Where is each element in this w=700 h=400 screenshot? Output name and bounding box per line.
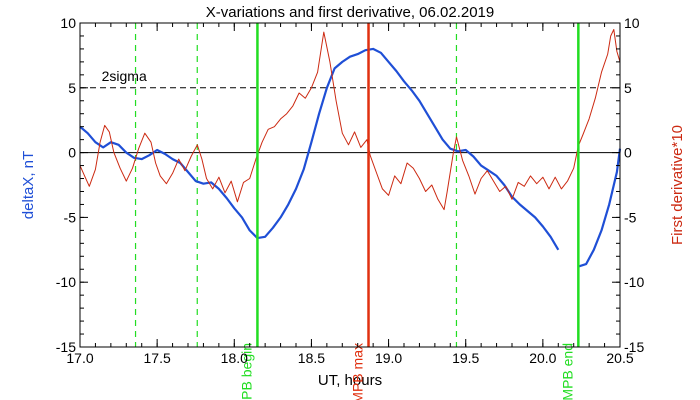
mpb-marker-label: MPB begin xyxy=(238,343,254,400)
x-tick-label: 19.0 xyxy=(375,350,402,366)
x-tick-label: 20.5 xyxy=(606,350,633,366)
reference-lines: 2sigma xyxy=(80,23,620,347)
mpb-markers: MPB begin MPB max MPB end xyxy=(238,23,580,400)
chart-title: X-variations and first derivative, 06.02… xyxy=(206,4,495,21)
y-tick-label-right: 10 xyxy=(624,15,640,31)
y-tick-label-left: -15 xyxy=(56,339,76,355)
derivative-line xyxy=(79,29,621,211)
x-tick-label: 17.5 xyxy=(144,350,171,366)
y-tick-label-right: -15 xyxy=(624,339,644,355)
series-lines xyxy=(79,29,622,268)
y-tick-label-right: -5 xyxy=(624,209,637,225)
y-axis-label-right: First derivative*10 xyxy=(669,125,686,245)
y-tick-label-right: 0 xyxy=(624,145,632,161)
x-tick-label: 20.0 xyxy=(529,350,556,366)
y-tick-label-right: -10 xyxy=(624,274,644,290)
plot-frame xyxy=(79,22,621,348)
x-tick-label: 18.5 xyxy=(298,350,325,366)
sigma-label: 2sigma xyxy=(102,68,147,84)
y-tick-label-left: -5 xyxy=(64,209,77,225)
deltaX-line xyxy=(577,148,622,268)
y-axis-label-left: deltaX, nT xyxy=(20,151,37,219)
deltaX-line xyxy=(79,47,560,251)
x-tick-label: 18.0 xyxy=(221,350,248,366)
y-tick-label-left: 0 xyxy=(68,145,76,161)
y-tick-label-left: -10 xyxy=(56,274,76,290)
mpb-marker-label: MPB end xyxy=(559,343,575,400)
mpb-marker-label: MPB max xyxy=(350,343,366,400)
y-tick-label-left: 10 xyxy=(60,15,76,31)
x-tick-label: 19.5 xyxy=(452,350,479,366)
x-axis-label: UT, hours xyxy=(318,372,382,389)
y-tick-label-right: 5 xyxy=(624,80,632,96)
axes: 17.0 17.5 18.0 18.5 19.0 19.5 20.0 20.5-15 -15-1… xyxy=(56,15,645,366)
y-tick-label-left: 5 xyxy=(68,80,76,96)
x-tick-label: 17.0 xyxy=(66,350,93,366)
